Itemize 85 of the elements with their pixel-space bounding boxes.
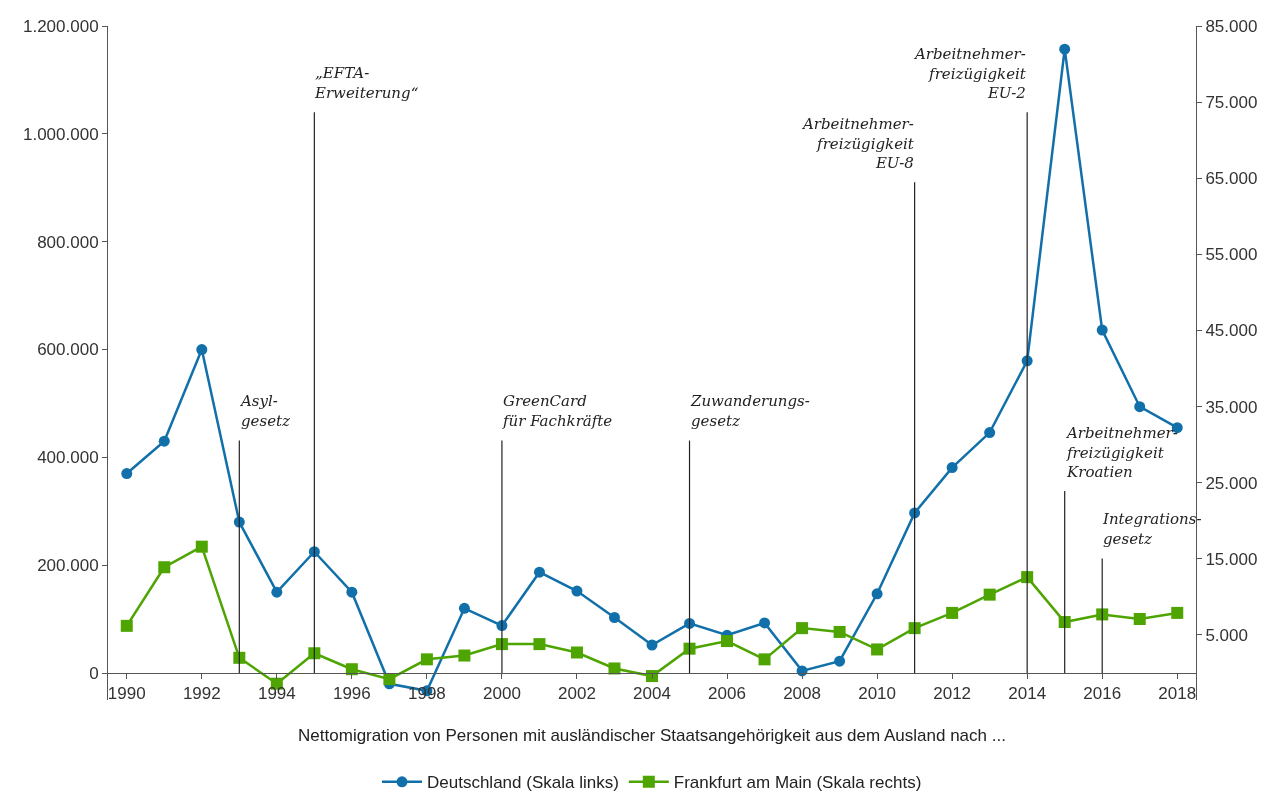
y-tick-label: 200.000	[37, 556, 99, 576]
point	[1058, 616, 1071, 629]
point	[946, 606, 959, 619]
x-tick-label: 2008	[783, 684, 821, 704]
point	[1096, 608, 1109, 621]
y2-tick-label: 65.000	[1205, 169, 1258, 189]
legend-label: Deutschland (Skala links)	[427, 773, 619, 793]
y-tick-label: 400.000	[37, 448, 99, 468]
point	[458, 649, 471, 662]
point	[683, 642, 696, 655]
point	[233, 651, 246, 664]
point	[758, 653, 771, 666]
x-tick-label: 1998	[407, 684, 446, 704]
point	[383, 673, 396, 686]
ref-line-label: Arbeitnehmer- freizügigkeit EU-8	[801, 115, 915, 172]
point	[1134, 401, 1146, 413]
ref-line-label: „EFTA- Erweiterung“	[314, 64, 419, 102]
ref-line-label: Arbeitnehmer- freizügigkeit Kroatien	[1065, 424, 1178, 481]
point	[608, 612, 620, 623]
point	[834, 655, 846, 667]
point	[571, 585, 583, 597]
point	[1096, 324, 1108, 336]
point	[570, 646, 583, 659]
point	[196, 344, 208, 356]
point	[759, 617, 771, 629]
x-tick-label: 1990	[107, 684, 146, 704]
point	[158, 561, 171, 574]
x-tick-label: 2012	[933, 684, 972, 704]
x-tick-label: 2004	[633, 684, 671, 704]
ref-line-label: Asyl- gesetz	[239, 392, 291, 430]
point	[345, 663, 358, 676]
y2-tick-label: 85.000	[1205, 16, 1258, 36]
x-tick-label: 2018	[1158, 684, 1197, 704]
point	[833, 625, 846, 638]
point	[158, 435, 170, 447]
point	[871, 588, 883, 600]
y2-tick-label: 25.000	[1205, 473, 1258, 493]
point	[420, 653, 433, 666]
point	[871, 643, 884, 656]
x-axis-title: Nettomigration von Personen mit ausländischer Staatsangehörigkeit aus dem Ausland nach ...	[298, 725, 1006, 745]
x-tick-label: 2006	[708, 684, 746, 704]
y2-tick-label: 35.000	[1205, 397, 1258, 417]
point	[984, 427, 996, 439]
point	[721, 635, 734, 648]
y2-tick-label: 75.000	[1205, 93, 1258, 113]
point	[533, 566, 545, 578]
point	[121, 468, 133, 480]
point	[271, 586, 283, 598]
x-tick-label: 1994	[257, 684, 296, 704]
point	[195, 540, 208, 553]
point	[983, 588, 996, 601]
point	[458, 602, 470, 614]
point	[120, 619, 133, 632]
ref-line-label: Arbeitnehmer- freizügigkeit EU-2	[913, 45, 1027, 102]
point	[1021, 571, 1034, 584]
y-tick-label: 1.200.000	[22, 16, 99, 36]
x-tick-label: 2010	[858, 684, 897, 704]
point	[1133, 612, 1146, 625]
point	[608, 662, 621, 675]
point	[533, 638, 546, 651]
y-tick-label: 600.000	[37, 340, 99, 360]
point	[796, 622, 809, 635]
point	[1171, 606, 1184, 619]
y2-tick-label: 5.000	[1205, 625, 1248, 645]
x-tick-label: 1996	[332, 684, 371, 704]
y-tick-label: 1.000.000	[22, 124, 99, 144]
y2-tick-label: 55.000	[1205, 245, 1258, 265]
y2-tick-label: 45.000	[1205, 321, 1258, 341]
point	[946, 462, 958, 474]
point	[646, 639, 658, 651]
ref-line-label: GreenCard für Fachkräfte	[502, 392, 613, 430]
point	[346, 586, 358, 598]
point	[1059, 43, 1071, 55]
x-tick-label: 2000	[483, 684, 521, 704]
y2-tick-label: 15.000	[1205, 549, 1258, 569]
point	[908, 622, 921, 635]
ref-line-label: Zuwanderungs- gesetz	[690, 392, 810, 430]
x-tick-label: 2002	[558, 684, 596, 704]
x-tick-label: 2014	[1008, 684, 1047, 704]
legend-label: Frankfurt am Main (Skala rechts)	[673, 773, 922, 793]
x-tick-label: 1992	[182, 684, 221, 704]
y-tick-label: 0	[89, 663, 99, 683]
y-tick-label: 800.000	[37, 232, 99, 252]
x-tick-label: 2016	[1083, 684, 1122, 704]
point	[308, 647, 321, 660]
